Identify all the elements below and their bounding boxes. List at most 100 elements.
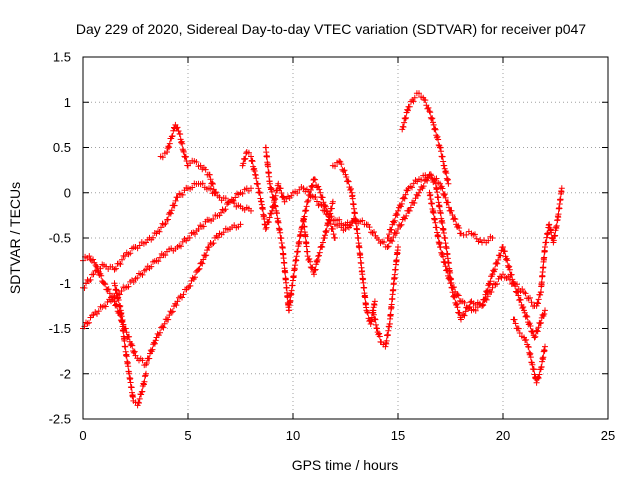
marker bbox=[443, 170, 450, 177]
marker bbox=[525, 344, 532, 351]
marker bbox=[318, 243, 325, 250]
marker bbox=[210, 215, 217, 222]
marker bbox=[187, 282, 194, 289]
marker bbox=[158, 224, 164, 231]
marker bbox=[414, 192, 421, 199]
series-7 bbox=[300, 198, 336, 278]
marker bbox=[235, 223, 242, 230]
marker bbox=[361, 284, 368, 291]
marker bbox=[519, 286, 526, 293]
marker bbox=[410, 180, 417, 187]
data-point bbox=[430, 121, 437, 128]
x-tick-label: 25 bbox=[601, 428, 615, 443]
data-point bbox=[489, 284, 496, 291]
marker bbox=[424, 174, 431, 181]
marker bbox=[437, 244, 444, 251]
marker bbox=[456, 225, 463, 232]
marker bbox=[537, 291, 544, 298]
x-tick-label: 5 bbox=[184, 428, 191, 443]
marker bbox=[454, 304, 461, 311]
marker bbox=[117, 261, 124, 268]
marker bbox=[397, 222, 404, 229]
marker bbox=[319, 243, 326, 250]
marker bbox=[330, 231, 337, 238]
marker bbox=[535, 300, 541, 307]
marker bbox=[370, 311, 377, 318]
marker bbox=[456, 297, 463, 304]
marker bbox=[307, 258, 314, 265]
marker bbox=[404, 107, 411, 114]
marker bbox=[548, 229, 555, 236]
marker bbox=[146, 355, 153, 362]
marker bbox=[91, 259, 98, 266]
marker bbox=[547, 226, 554, 233]
marker bbox=[402, 215, 408, 222]
marker bbox=[179, 294, 185, 301]
series-0 bbox=[80, 180, 254, 292]
marker bbox=[450, 293, 457, 300]
marker bbox=[277, 185, 284, 192]
data-point bbox=[516, 330, 523, 337]
marker bbox=[192, 231, 198, 238]
marker bbox=[553, 222, 560, 229]
marker bbox=[162, 252, 169, 259]
marker bbox=[341, 167, 348, 174]
marker bbox=[515, 292, 522, 299]
marker bbox=[173, 194, 180, 201]
marker bbox=[535, 296, 542, 303]
marker bbox=[381, 239, 387, 246]
marker bbox=[182, 154, 189, 161]
marker bbox=[214, 192, 221, 199]
marker bbox=[172, 197, 179, 204]
marker bbox=[521, 309, 528, 316]
marker bbox=[263, 224, 270, 231]
marker bbox=[322, 228, 329, 235]
marker bbox=[336, 221, 343, 228]
series-15 bbox=[533, 185, 565, 309]
marker bbox=[461, 312, 468, 319]
marker bbox=[161, 150, 168, 157]
marker bbox=[308, 183, 315, 190]
marker bbox=[370, 307, 377, 314]
marker bbox=[456, 309, 463, 316]
marker bbox=[199, 260, 206, 267]
marker bbox=[167, 210, 174, 217]
marker bbox=[294, 190, 301, 197]
marker bbox=[140, 381, 147, 388]
marker bbox=[362, 294, 369, 301]
marker bbox=[269, 188, 275, 195]
data-points bbox=[80, 90, 565, 409]
marker bbox=[356, 244, 363, 251]
marker bbox=[445, 260, 452, 267]
marker bbox=[390, 281, 397, 288]
marker bbox=[209, 241, 215, 248]
marker bbox=[537, 319, 544, 326]
marker bbox=[328, 205, 335, 212]
marker bbox=[272, 202, 279, 209]
marker bbox=[369, 229, 376, 236]
marker bbox=[139, 357, 146, 364]
marker bbox=[215, 234, 221, 241]
marker bbox=[533, 327, 540, 334]
marker bbox=[125, 283, 132, 290]
marker bbox=[319, 239, 326, 246]
data-point bbox=[533, 379, 540, 386]
marker bbox=[389, 238, 396, 245]
marker bbox=[130, 394, 137, 401]
marker bbox=[371, 316, 378, 323]
marker bbox=[165, 143, 172, 150]
marker bbox=[314, 256, 321, 263]
marker bbox=[235, 202, 242, 209]
marker bbox=[424, 105, 431, 112]
marker bbox=[445, 275, 452, 282]
marker bbox=[535, 324, 542, 331]
marker bbox=[511, 316, 518, 323]
marker bbox=[166, 144, 173, 151]
marker bbox=[312, 194, 319, 201]
marker bbox=[256, 190, 263, 197]
marker bbox=[302, 207, 309, 214]
marker bbox=[122, 343, 129, 350]
data-point bbox=[248, 153, 254, 160]
marker bbox=[325, 220, 332, 227]
marker bbox=[157, 329, 163, 336]
